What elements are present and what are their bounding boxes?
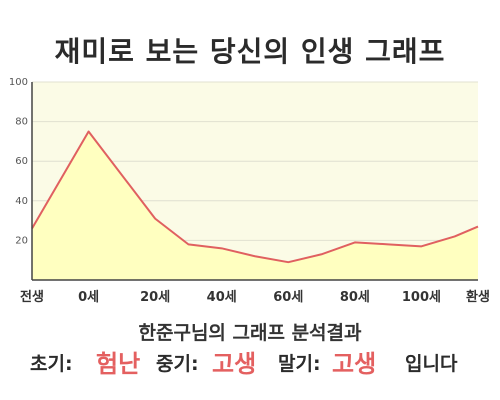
x-tick-label: 0세 (78, 290, 99, 305)
y-tick-label: 40 (15, 196, 28, 207)
middle-stage-label: 중기: (156, 353, 199, 375)
x-tick-label: 전생 (20, 289, 44, 305)
y-tick-label: 100 (9, 77, 28, 88)
x-tick-label: 60세 (273, 290, 303, 305)
analysis-heading: 한준구님의 그래프 분석결과 (138, 322, 362, 344)
x-tick-label: 40세 (207, 290, 237, 305)
late-stage-value: 고생 (332, 350, 377, 378)
x-tick-label: 20세 (140, 290, 170, 305)
analysis-summary: 초기: 험난 중기: 고생 말기: 고생 입니다 (0, 344, 500, 384)
x-tick-label: 80세 (340, 290, 370, 305)
y-tick-label: 20 (15, 235, 28, 246)
area-fill (32, 131, 478, 280)
chart-title: 재미로 보는 당신의 인생 그래프 (54, 35, 446, 68)
late-stage-label: 말기: (278, 353, 321, 375)
result-suffix: 입니다 (405, 353, 458, 375)
x-tick-label: 100세 (402, 290, 441, 305)
early-stage-label: 초기: (30, 353, 73, 375)
x-tick-label: 환생 (466, 289, 490, 305)
early-stage-value: 험난 (96, 350, 141, 378)
y-tick-label: 60 (15, 156, 28, 167)
middle-stage-value: 고생 (212, 350, 257, 378)
y-tick-label: 80 (15, 117, 28, 128)
